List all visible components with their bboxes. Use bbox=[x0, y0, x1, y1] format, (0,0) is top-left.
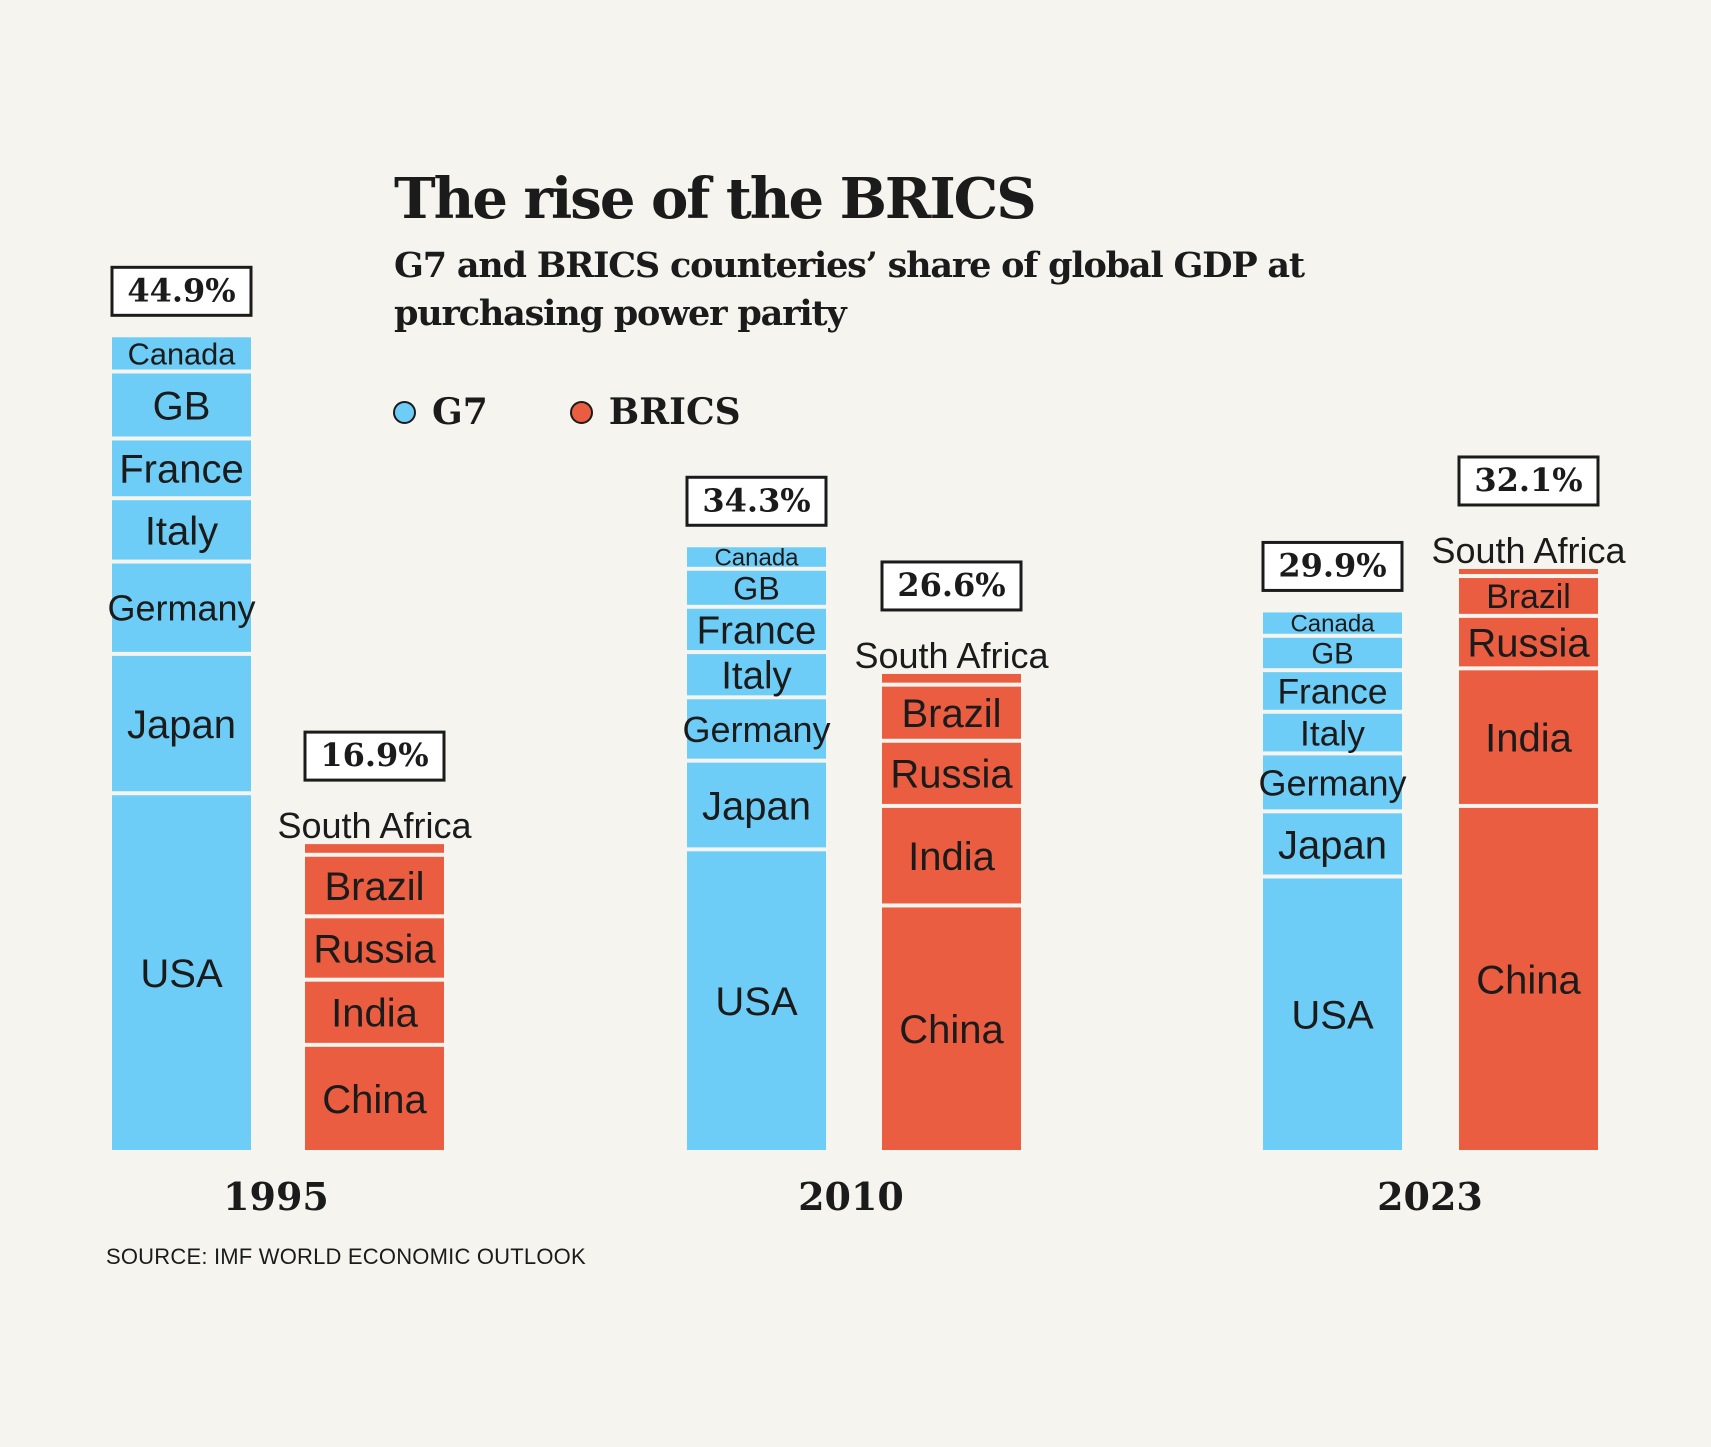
segment-label-2010-g7-gb: GB bbox=[733, 570, 780, 606]
total-box-2023-brics bbox=[1457, 455, 1600, 507]
bar-segment-2023-g7-gb bbox=[1263, 637, 1402, 669]
segment-label-1995-g7-france: France bbox=[119, 448, 244, 492]
segment-label-1995-g7-japan: Japan bbox=[127, 703, 236, 747]
segment-label-2010-g7-japan: Japan bbox=[702, 784, 811, 828]
total-box-2010-brics bbox=[880, 560, 1023, 612]
segment-label-2023-g7-gb: GB bbox=[1311, 638, 1353, 670]
segment-label-2023-g7-japan: Japan bbox=[1278, 823, 1387, 867]
segment-label-2023-g7-italy: Italy bbox=[1300, 714, 1365, 753]
segment-label-1995-brics-brazil: Brazil bbox=[324, 865, 424, 909]
x-tick-label-2010: 2010 bbox=[798, 1174, 904, 1219]
bar-segment-1995-g7-gb bbox=[112, 373, 251, 437]
bar-segment-1995-g7-canada bbox=[112, 337, 251, 370]
bar-segment-1995-g7-usa bbox=[112, 795, 251, 1150]
segment-label-2010-brics-south-africa: South Africa bbox=[854, 635, 1049, 676]
total-box-2010-g7 bbox=[685, 475, 828, 527]
legend: G7 BRICS bbox=[393, 391, 823, 433]
bar-segment-2010-g7-usa bbox=[687, 851, 826, 1150]
bar-segment-1995-g7-italy bbox=[112, 500, 251, 560]
total-box-1995-brics bbox=[303, 730, 446, 782]
segment-label-2010-g7-germany: Germany bbox=[682, 709, 830, 750]
bar-segment-1995-brics-russia bbox=[305, 918, 444, 978]
bar-segment-2010-g7-italy bbox=[687, 654, 826, 696]
segment-label-2023-g7-france: France bbox=[1277, 673, 1387, 712]
bar-segment-2023-brics-india bbox=[1459, 670, 1598, 804]
bar-segment-1995-brics-south-africa bbox=[305, 844, 444, 853]
bar-segment-2010-brics-brazil bbox=[882, 686, 1021, 739]
bar-segment-2010-brics-russia bbox=[882, 742, 1021, 804]
legend-swatch-g7 bbox=[393, 400, 416, 424]
bar-segment-2010-g7-germany bbox=[687, 699, 826, 759]
segment-label-1995-brics-china: China bbox=[322, 1078, 427, 1122]
segment-label-1995-brics-russia: Russia bbox=[313, 927, 436, 971]
bar-segment-2010-brics-india bbox=[882, 807, 1021, 904]
segment-label-2023-g7-usa: USA bbox=[1291, 994, 1374, 1038]
bar-segment-2023-g7-canada bbox=[1263, 612, 1402, 634]
bar-segment-2010-g7-japan bbox=[687, 762, 826, 848]
total-label-2010-g7: 34.3% bbox=[702, 481, 810, 519]
bar-segment-2010-g7-france bbox=[687, 608, 826, 651]
segment-label-1995-g7-usa: USA bbox=[140, 952, 223, 996]
legend-item-brics: BRICS bbox=[569, 391, 741, 433]
bar-segment-2010-g7-gb bbox=[687, 570, 826, 605]
segment-label-2023-brics-russia: Russia bbox=[1467, 622, 1590, 666]
segment-label-2023-brics-india: India bbox=[1485, 717, 1572, 761]
segment-label-1995-g7-canada: Canada bbox=[128, 336, 237, 371]
chart-title: The rise of the BRICS bbox=[394, 166, 1037, 232]
total-label-1995-g7: 44.9% bbox=[127, 271, 235, 309]
segment-label-2023-brics-china: China bbox=[1476, 958, 1581, 1002]
segment-label-2023-g7-canada: Canada bbox=[1290, 611, 1375, 638]
legend-label-brics: BRICS bbox=[608, 391, 741, 433]
legend-item-g7: G7 bbox=[393, 391, 488, 433]
bar-segment-2023-g7-usa bbox=[1263, 878, 1402, 1150]
x-tick-label-1995: 1995 bbox=[223, 1174, 329, 1219]
segment-label-2023-g7-germany: Germany bbox=[1258, 762, 1406, 803]
x-tick-label-2023: 2023 bbox=[1377, 1174, 1483, 1219]
segment-label-1995-brics-india: India bbox=[331, 992, 418, 1036]
bar-segment-2023-g7-japan bbox=[1263, 813, 1402, 875]
legend-swatch-brics bbox=[569, 400, 593, 424]
bar-segment-2010-brics-south-africa bbox=[882, 673, 1021, 683]
bar-segment-2023-brics-brazil bbox=[1459, 578, 1598, 614]
segment-label-2010-brics-china: China bbox=[899, 1008, 1004, 1052]
bar-segment-2023-g7-germany bbox=[1263, 755, 1402, 810]
segment-label-2010-g7-canada: Canada bbox=[714, 545, 799, 572]
legend-label-g7: G7 bbox=[432, 391, 488, 433]
bar-segment-1995-g7-germany bbox=[112, 563, 251, 652]
bar-segment-1995-g7-japan bbox=[112, 655, 251, 792]
bar-segment-1995-brics-india bbox=[305, 981, 444, 1043]
source-note: SOURCE: IMF WORLD ECONOMIC OUTLOOK bbox=[106, 1244, 586, 1269]
bar-segment-2023-brics-china bbox=[1459, 807, 1598, 1150]
segment-label-2010-brics-india: India bbox=[908, 835, 995, 879]
total-label-2023-g7: 29.9% bbox=[1278, 546, 1386, 584]
segment-label-2010-brics-brazil: Brazil bbox=[901, 692, 1001, 736]
segment-label-2010-g7-usa: USA bbox=[715, 980, 798, 1024]
segment-label-1995-brics-south-africa: South Africa bbox=[277, 805, 472, 846]
segment-label-2023-brics-south-africa: South Africa bbox=[1431, 530, 1626, 571]
bar-segment-2023-brics-south-africa bbox=[1459, 568, 1598, 575]
bar-segment-1995-g7-france bbox=[112, 440, 251, 497]
segment-label-2010-g7-italy: Italy bbox=[721, 655, 792, 698]
total-label-1995-brics: 16.9% bbox=[320, 736, 428, 774]
total-label-2010-brics: 26.6% bbox=[897, 566, 1005, 604]
bar-segment-2023-brics-russia bbox=[1459, 617, 1598, 667]
segment-label-2010-g7-france: France bbox=[697, 609, 817, 652]
bar-segment-2010-brics-china bbox=[882, 907, 1021, 1150]
bar-segment-1995-brics-brazil bbox=[305, 856, 444, 915]
bar-segment-1995-brics-china bbox=[305, 1046, 444, 1150]
bar-segment-2023-g7-france bbox=[1263, 672, 1402, 710]
total-box-1995-g7 bbox=[110, 265, 253, 317]
total-label-2023-brics: 32.1% bbox=[1474, 461, 1582, 499]
bar-segment-2023-g7-italy bbox=[1263, 713, 1402, 752]
chart-subtitle: G7 and BRICS counteries’ share of global… bbox=[394, 245, 1305, 334]
segment-label-1995-g7-germany: Germany bbox=[107, 588, 255, 629]
segment-label-1995-g7-italy: Italy bbox=[145, 509, 218, 553]
bar-segment-2010-g7-canada bbox=[687, 547, 826, 567]
segment-label-1995-g7-gb: GB bbox=[153, 384, 211, 428]
segment-label-2010-brics-russia: Russia bbox=[890, 753, 1013, 797]
total-box-2023-g7 bbox=[1261, 540, 1404, 592]
segment-label-2023-brics-brazil: Brazil bbox=[1486, 578, 1571, 616]
